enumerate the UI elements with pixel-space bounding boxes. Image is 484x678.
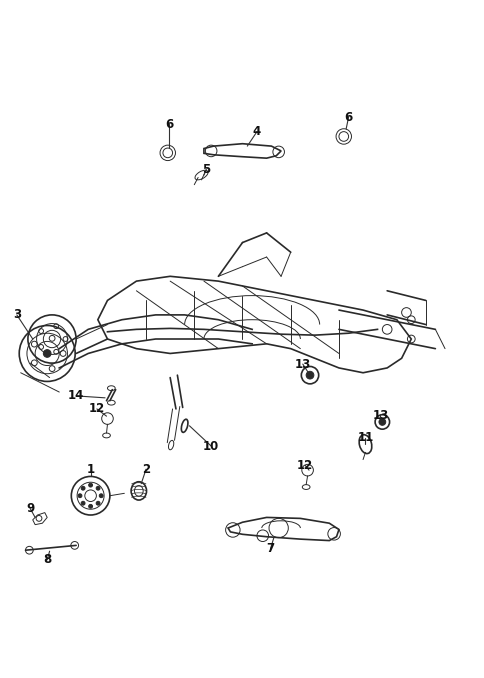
- Circle shape: [305, 372, 313, 379]
- Text: 11: 11: [357, 431, 373, 444]
- Circle shape: [378, 418, 385, 425]
- Text: 3: 3: [13, 308, 21, 321]
- Text: 12: 12: [297, 459, 313, 472]
- Text: 4: 4: [252, 125, 260, 138]
- Text: 10: 10: [203, 439, 219, 452]
- Circle shape: [163, 148, 172, 158]
- Circle shape: [338, 132, 348, 141]
- Circle shape: [96, 501, 100, 505]
- Text: 7: 7: [266, 542, 274, 555]
- Circle shape: [43, 350, 51, 357]
- Circle shape: [78, 494, 82, 498]
- Circle shape: [89, 483, 92, 487]
- Circle shape: [81, 501, 85, 505]
- Text: 8: 8: [43, 553, 51, 566]
- Text: 6: 6: [165, 118, 173, 131]
- Text: 1: 1: [86, 462, 94, 476]
- Text: 13: 13: [294, 357, 310, 371]
- Circle shape: [96, 486, 100, 490]
- Text: 6: 6: [344, 111, 352, 123]
- Text: 13: 13: [372, 409, 388, 422]
- Text: 14: 14: [68, 389, 84, 403]
- Text: 9: 9: [26, 502, 34, 515]
- Text: 12: 12: [89, 403, 105, 416]
- Text: 5: 5: [202, 163, 210, 176]
- Circle shape: [89, 504, 92, 508]
- Circle shape: [99, 494, 103, 498]
- Text: 2: 2: [142, 462, 150, 476]
- Circle shape: [81, 486, 85, 490]
- Circle shape: [85, 490, 96, 502]
